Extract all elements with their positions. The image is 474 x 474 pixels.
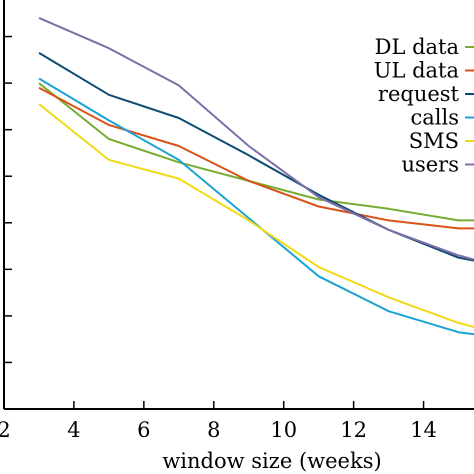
legend-label-calls: calls (411, 106, 460, 130)
legend-label-ul-data: UL data (374, 59, 459, 83)
legend-label-sms: SMS (409, 129, 459, 153)
series-line-dl-data (38, 82, 474, 222)
series-line-calls (38, 77, 474, 336)
x-tick-label: 2 (0, 418, 11, 442)
x-tick-label: 8 (207, 418, 220, 442)
series-line-sms (38, 103, 474, 329)
plot-axes: 2 4 6 8 10 12 14 (0, 0, 474, 442)
legend-label-dl-data: DL data (375, 35, 459, 59)
series-line-ul-data (38, 86, 474, 230)
x-axis-label: window size (weeks) (162, 449, 381, 473)
x-tick-label: 14 (410, 418, 437, 442)
x-tick-label: 10 (270, 418, 297, 442)
series-line-users (38, 16, 474, 261)
series-lines (38, 16, 474, 336)
legend-label-users: users (401, 153, 459, 177)
x-tick-label: 4 (67, 418, 80, 442)
x-tick-label: 12 (340, 418, 367, 442)
legend-label-request: request (378, 82, 460, 106)
x-tick-label: 6 (137, 418, 150, 442)
series-line-request (38, 52, 474, 262)
